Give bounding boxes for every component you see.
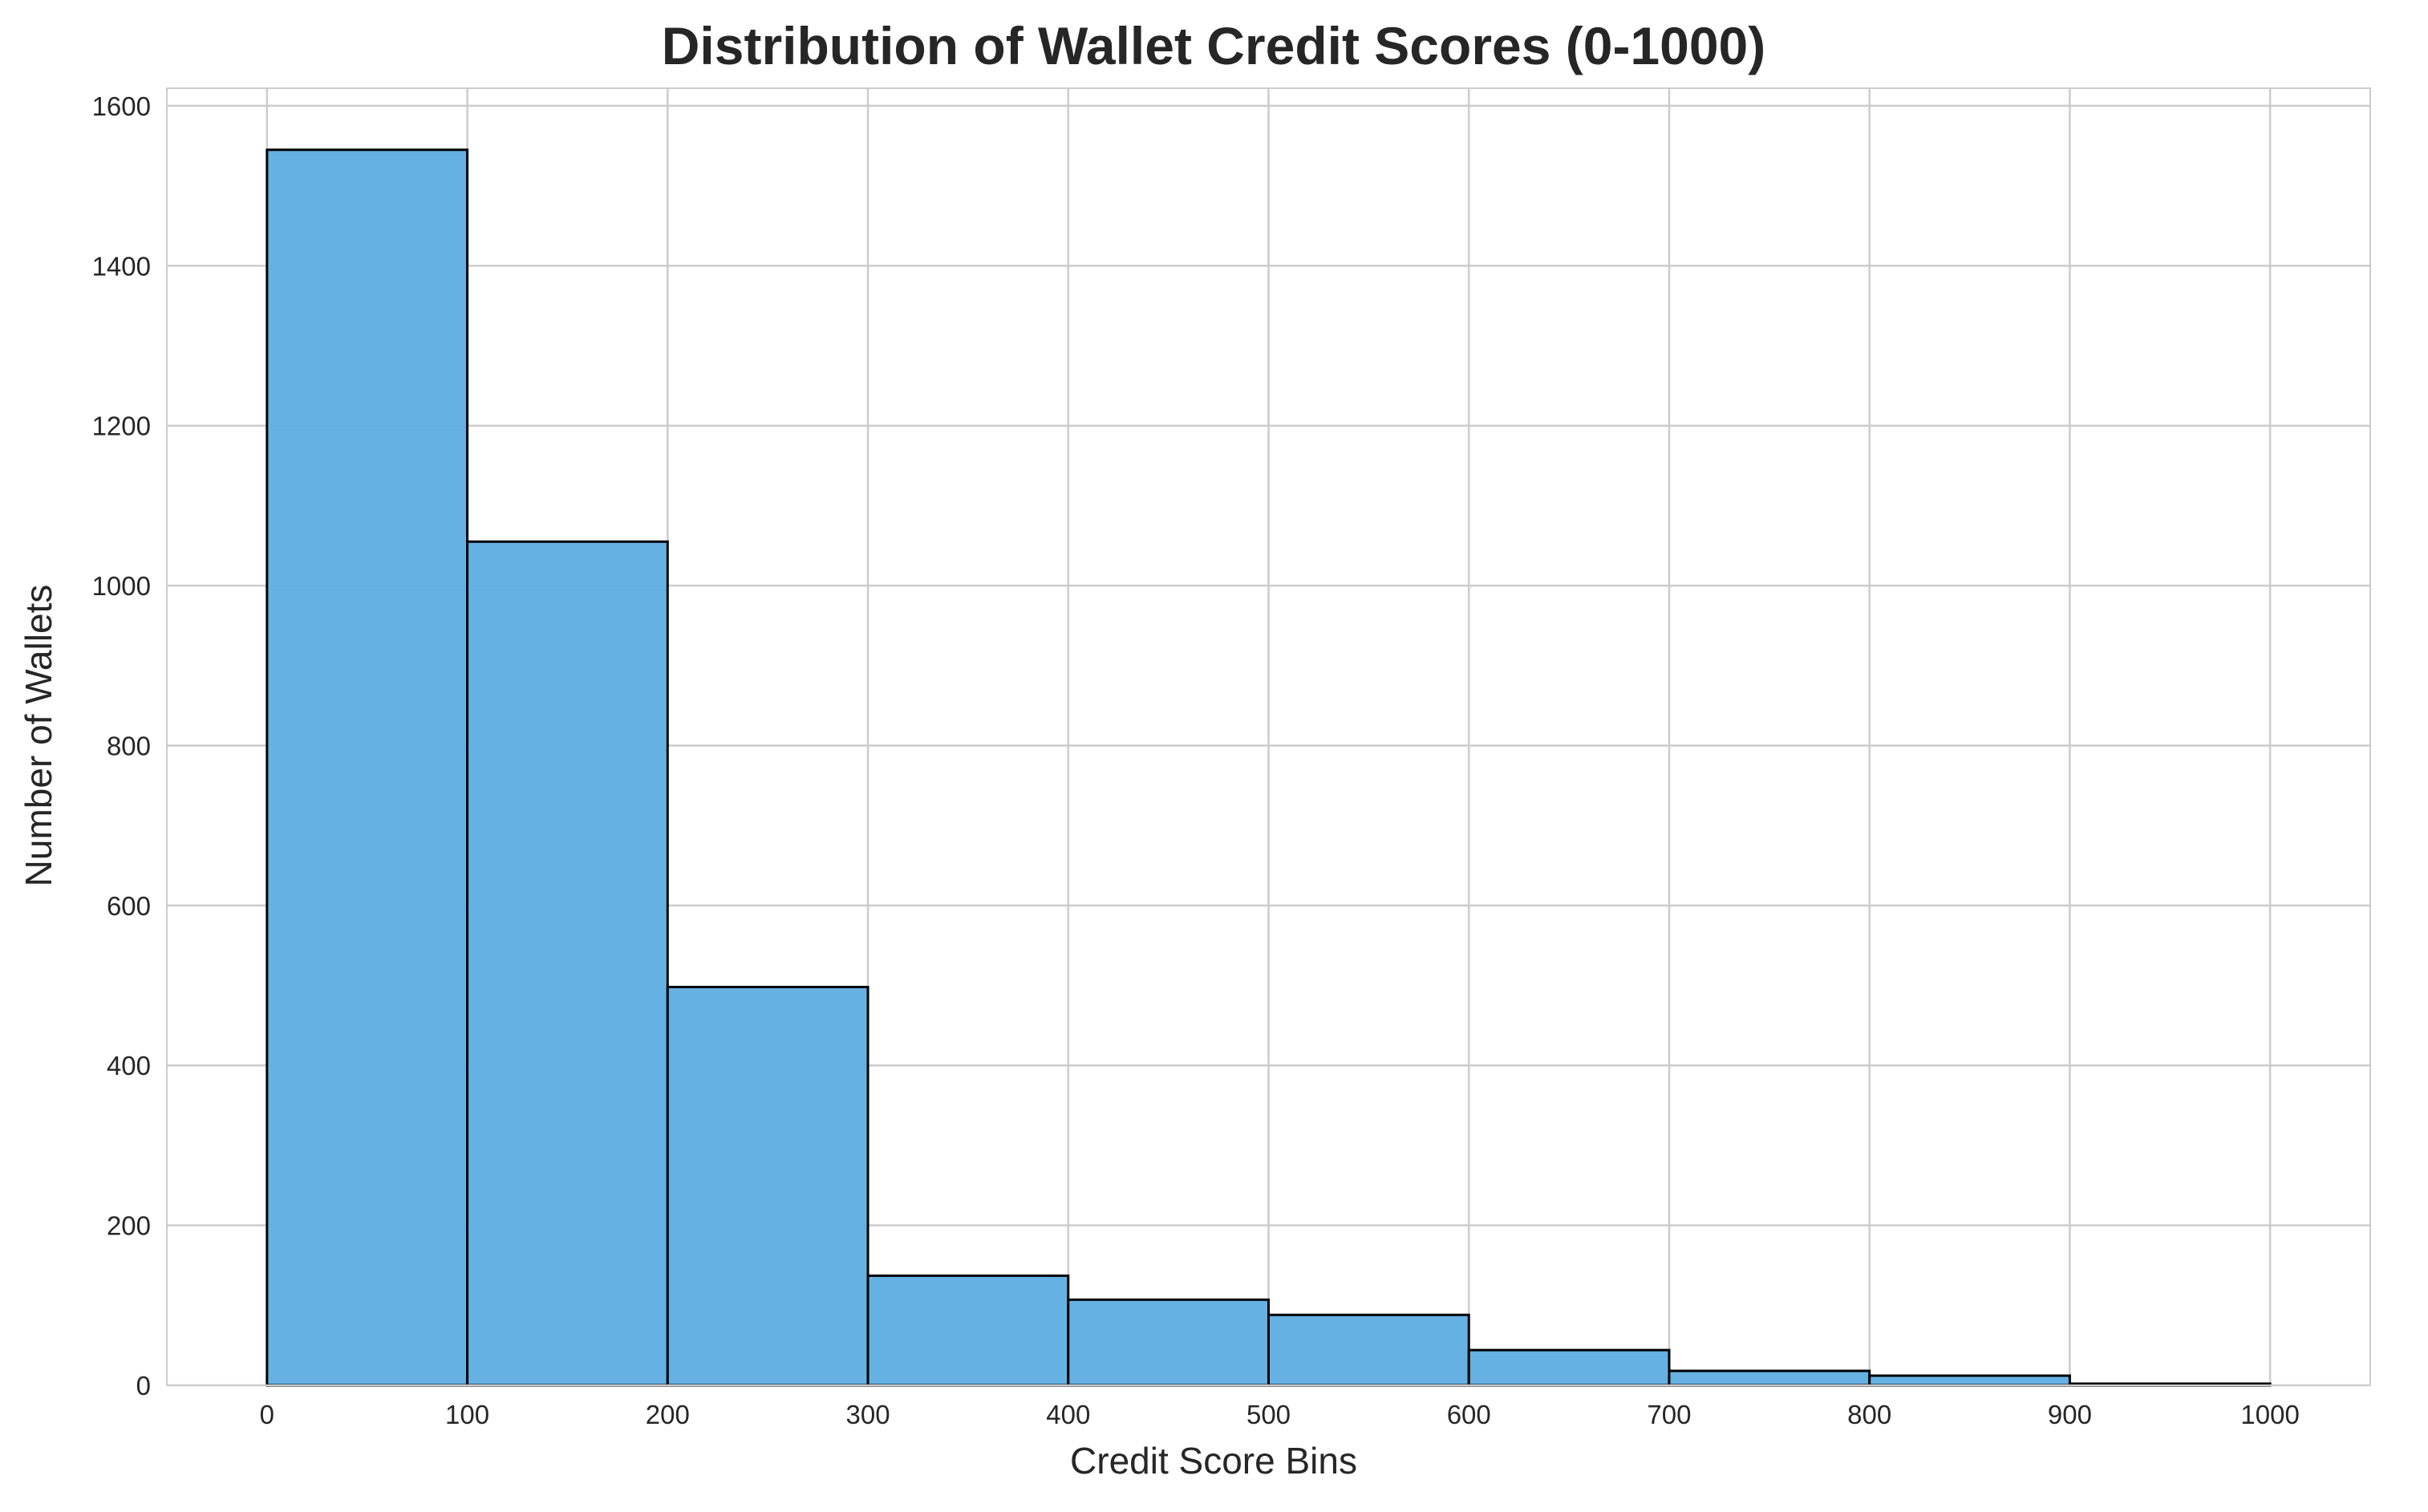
histogram-bar-200-300 [666,986,869,1387]
x-axis-label: Credit Score Bins [1070,1440,1357,1482]
histogram-bar-600-700 [1467,1348,1671,1387]
grid-lines [167,88,2370,1387]
y-tick-label: 0 [136,1371,151,1401]
histogram-bar-300-400 [866,1274,1070,1387]
x-tick-label: 100 [445,1400,489,1429]
y-tick-label: 200 [107,1211,151,1241]
x-tick-label: 800 [1847,1400,1891,1429]
histogram-bar-800-900 [1868,1374,2071,1387]
histogram-bar-700-800 [1668,1369,1871,1387]
chart-title: Distribution of Wallet Credit Scores (0-… [662,16,1765,75]
x-tick-label: 300 [846,1400,890,1429]
y-tick-label: 1200 [92,411,151,441]
histogram-bar-100-200 [466,540,669,1387]
histogram-bars [265,148,2272,1387]
x-tick-label: 700 [1647,1400,1691,1429]
histogram-bar-400-500 [1067,1298,1270,1387]
x-tick-label: 200 [646,1400,690,1429]
y-tick-label: 1400 [92,251,151,281]
x-tick-label: 0 [260,1400,274,1429]
y-tick-label: 800 [107,731,151,760]
y-axis-label: Number of Wallets [18,585,59,887]
x-tick-label: 600 [1447,1400,1491,1429]
plot-frame [166,87,2371,1386]
x-tick-label: 500 [1246,1400,1291,1429]
x-tick-label: 1000 [2240,1400,2299,1429]
y-tick-label: 600 [107,891,151,921]
histogram-bar-0-100 [265,148,469,1387]
y-tick-label: 1000 [92,571,151,601]
histogram-bar-500-600 [1267,1313,1470,1387]
x-tick-label: 900 [2048,1400,2092,1429]
y-tick-label: 400 [107,1051,151,1080]
x-tick-label: 400 [1046,1400,1090,1429]
y-tick-label: 1600 [92,91,151,121]
x-tick-labels: 0 100 200 300 400 500 600 700 800 900 1000 [260,1400,2300,1429]
y-tick-labels: 0 200 400 600 800 1000 1200 1400 1600 [92,91,151,1401]
